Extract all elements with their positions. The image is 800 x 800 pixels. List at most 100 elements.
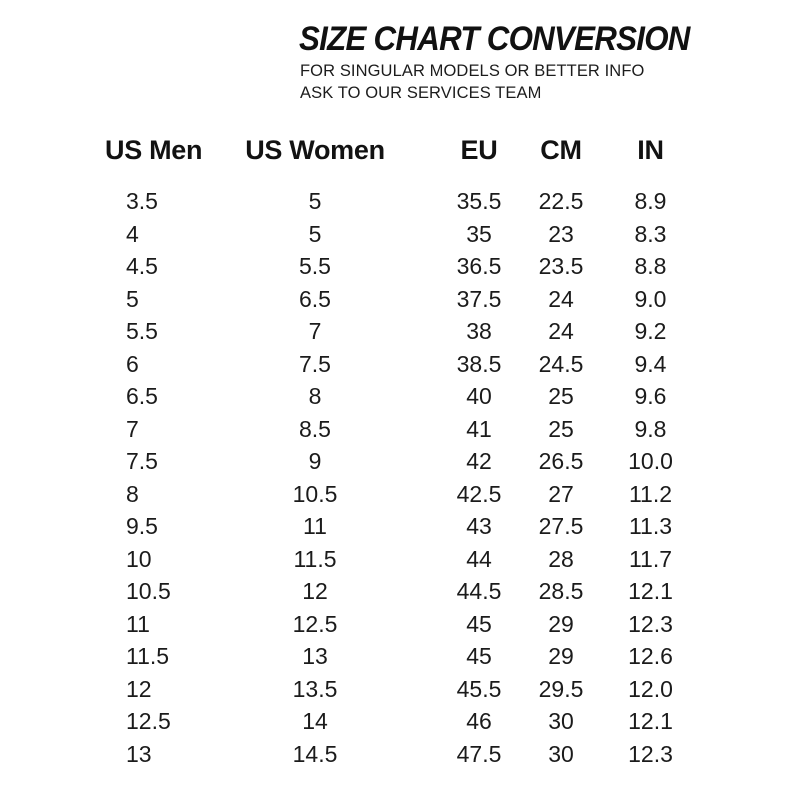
cell-us-women: 13 (302, 643, 328, 669)
table-row: 9.5 11 43 27.5 11.3 (105, 510, 712, 543)
cell-cm: 23.5 (538, 253, 584, 279)
cell-us-women: 8.5 (299, 415, 331, 442)
cell-cm: 27 (548, 480, 574, 507)
cell-us-women: 12 (302, 578, 328, 604)
column-header-us-men: US Men (105, 135, 203, 165)
column-header-cm: CM (540, 135, 582, 165)
cell-us-men: 10 (126, 545, 152, 572)
column-header-eu: EU (460, 135, 498, 165)
cell-in: 11.3 (628, 513, 673, 539)
table-row: 4 5 35 23 8.3 (105, 218, 712, 251)
cell-in: 11.2 (628, 480, 673, 507)
cell-us-men: 12.5 (126, 708, 171, 734)
cell-us-men: 10.5 (126, 578, 171, 604)
table-row: 5 6.5 37.5 24 9.0 (105, 283, 712, 316)
cell-us-men: 5.5 (126, 318, 158, 344)
cell-cm: 29.5 (538, 675, 584, 702)
cell-cm: 28.5 (538, 578, 584, 604)
cell-us-women: 5 (308, 188, 322, 214)
cell-eu: 44 (466, 545, 492, 572)
cell-in: 12.1 (628, 708, 673, 734)
table-row: 5.5 7 38 24 9.2 (105, 315, 712, 348)
cell-eu: 45.5 (456, 675, 502, 702)
cell-us-men: 5 (126, 285, 139, 312)
cell-us-men: 12 (126, 675, 152, 702)
cell-us-men: 7 (126, 415, 139, 442)
cell-us-women: 13.5 (292, 675, 338, 702)
cell-us-men: 13 (126, 740, 152, 767)
cell-us-women: 5.5 (299, 253, 331, 279)
table-row: 6 7.5 38.5 24.5 9.4 (105, 348, 712, 381)
cell-us-men: 6 (126, 350, 139, 377)
cell-cm: 30 (548, 708, 574, 734)
cell-cm: 25 (548, 383, 574, 409)
cell-in: 12.3 (628, 740, 673, 767)
cell-cm: 24 (548, 318, 574, 344)
cell-us-women: 9 (308, 448, 322, 474)
cell-in: 12.1 (628, 578, 673, 604)
cell-cm: 22.5 (538, 188, 584, 214)
cell-in: 8.8 (634, 253, 667, 279)
table-row: 8 10.5 42.5 27 11.2 (105, 478, 712, 511)
column-header-us-women: US Women (245, 135, 385, 165)
cell-eu: 42 (466, 448, 492, 474)
cell-in: 9.8 (634, 415, 667, 442)
cell-us-men: 8 (126, 480, 139, 507)
cell-eu: 46 (466, 708, 492, 734)
cell-us-women: 5 (308, 220, 322, 247)
cell-in: 9.4 (634, 350, 667, 377)
cell-us-men: 9.5 (126, 513, 158, 539)
cell-in: 12.3 (628, 610, 673, 637)
cell-eu: 38 (466, 318, 492, 344)
cell-eu: 44.5 (456, 578, 502, 604)
cell-eu: 43 (466, 513, 492, 539)
table-row: 11 12.5 45 29 12.3 (105, 608, 712, 641)
table-row: 7.5 9 42 26.5 10.0 (105, 445, 712, 478)
cell-us-women: 7 (308, 318, 322, 344)
cell-cm: 29 (548, 643, 574, 669)
column-header-in: IN (637, 135, 664, 165)
table-row: 6.5 8 40 25 9.6 (105, 380, 712, 413)
table-header-row: US Men US Women EU CM IN (105, 131, 712, 169)
size-conversion-table: US Men US Women EU CM IN 3.5 5 35.5 22.5 8.9 4 5 35… (105, 131, 712, 770)
cell-in: 8.3 (634, 220, 667, 247)
cell-us-men: 4.5 (126, 253, 158, 279)
cell-us-men: 3.5 (126, 188, 158, 214)
cell-us-women: 11.5 (293, 545, 337, 572)
cell-cm: 25 (548, 415, 574, 442)
table-row: 4.5 5.5 36.5 23.5 8.8 (105, 250, 712, 283)
table-row: 10.5 12 44.5 28.5 12.1 (105, 575, 712, 608)
cell-in: 9.2 (634, 318, 667, 344)
table-row: 10 11.5 44 28 11.7 (105, 543, 712, 576)
cell-eu: 40 (466, 383, 492, 409)
table-row: 11.5 13 45 29 12.6 (105, 640, 712, 673)
cell-us-women: 6.5 (299, 285, 331, 312)
cell-cm: 24.5 (538, 350, 584, 377)
cell-us-men: 4 (126, 220, 139, 247)
table-row: 7 8.5 41 25 9.8 (105, 413, 712, 446)
cell-eu: 38.5 (456, 350, 502, 377)
cell-us-women: 7.5 (299, 350, 331, 377)
cell-eu: 45 (466, 643, 492, 669)
cell-in: 9.0 (634, 285, 667, 312)
table-row: 13 14.5 47.5 30 12.3 (105, 738, 712, 771)
cell-eu: 35.5 (456, 188, 502, 214)
cell-eu: 42.5 (456, 480, 502, 507)
cell-eu: 35 (466, 220, 492, 247)
cell-cm: 24 (548, 285, 574, 312)
cell-us-women: 14.5 (292, 740, 338, 767)
cell-cm: 23 (548, 220, 574, 247)
cell-us-men: 6.5 (126, 383, 158, 409)
cell-cm: 26.5 (538, 448, 584, 474)
cell-in: 12.0 (628, 675, 673, 702)
cell-in: 8.9 (634, 188, 667, 214)
cell-cm: 29 (548, 610, 574, 637)
cell-us-women: 12.5 (292, 610, 338, 637)
subtitle-line-2: ASK TO OUR SERVICES TEAM (300, 84, 542, 102)
cell-eu: 45 (466, 610, 492, 637)
cell-us-men: 11 (126, 610, 150, 637)
cell-eu: 47.5 (456, 740, 502, 767)
page-title: SIZE CHART CONVERSION (299, 20, 690, 58)
cell-us-men: 11.5 (126, 643, 170, 669)
